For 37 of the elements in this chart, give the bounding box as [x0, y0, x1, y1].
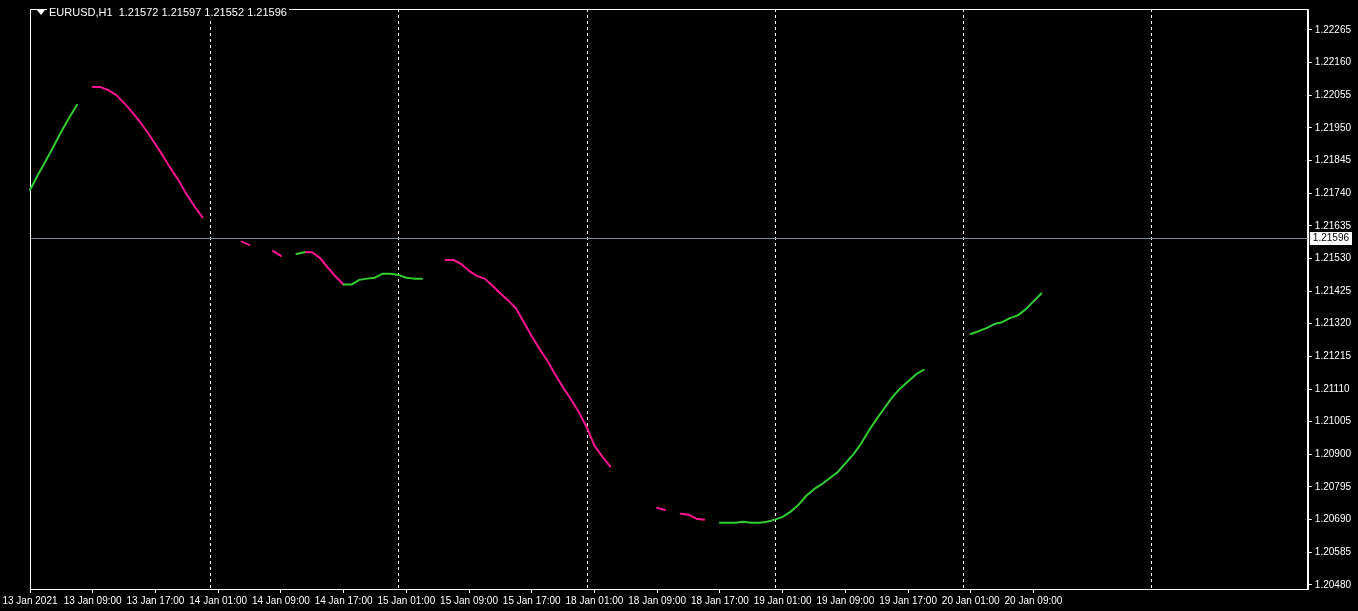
y-tick-label: 1.22265 — [1314, 23, 1352, 35]
x-tick-label: 13 Jan 17:00 — [126, 594, 185, 606]
x-tick-label: 15 Jan 17:00 — [502, 594, 562, 606]
ref-line-label: 1.21596 — [1312, 232, 1350, 244]
x-tick-label: 18 Jan 01:00 — [565, 594, 624, 606]
y-tick-label: 1.21215 — [1314, 350, 1352, 362]
y-tick-label: 1.20690 — [1314, 513, 1352, 525]
x-tick-label: 18 Jan 17:00 — [690, 594, 750, 606]
x-tick-label: 15 Jan 09:00 — [440, 594, 499, 606]
y-tick-label: 1.22055 — [1314, 88, 1352, 100]
y-tick-label: 1.22160 — [1314, 56, 1352, 68]
x-tick-label: 19 Jan 17:00 — [879, 594, 938, 606]
y-tick-label: 1.21110 — [1314, 382, 1350, 394]
x-tick-label: 20 Jan 09:00 — [1004, 594, 1063, 606]
y-tick-label: 1.21425 — [1314, 284, 1352, 296]
y-tick-label: 1.21845 — [1314, 154, 1352, 166]
x-tick-label: 18 Jan 09:00 — [628, 594, 687, 606]
y-tick-label: 1.21950 — [1314, 121, 1352, 133]
x-tick-label: 13 Jan 2021 — [2, 594, 58, 606]
chart-title: EURUSD,H1 1.21572 1.21597 1.21552 1.21596 — [47, 6, 289, 19]
x-tick-label: 14 Jan 09:00 — [251, 594, 311, 606]
x-tick-label: 13 Jan 09:00 — [63, 594, 123, 606]
y-tick-label: 1.21530 — [1314, 252, 1352, 264]
x-tick-label: 14 Jan 17:00 — [314, 594, 373, 606]
y-tick-label: 1.20900 — [1314, 448, 1352, 460]
x-tick-label: 15 Jan 01:00 — [377, 594, 436, 606]
y-tick-label: 1.21320 — [1314, 317, 1352, 329]
y-tick-label: 1.20795 — [1314, 480, 1352, 492]
y-tick-label: 1.20585 — [1314, 546, 1352, 558]
x-tick-label: 14 Jan 01:00 — [189, 594, 248, 606]
y-tick-label: 1.20480 — [1314, 578, 1352, 590]
y-tick-label: 1.21005 — [1314, 415, 1352, 427]
y-tick-label: 1.21740 — [1314, 186, 1352, 198]
y-tick-label: 1.21635 — [1314, 219, 1352, 231]
x-tick-label: 20 Jan 01:00 — [941, 594, 1001, 606]
x-tick-label: 19 Jan 09:00 — [816, 594, 875, 606]
x-tick-label: 19 Jan 01:00 — [753, 594, 812, 606]
